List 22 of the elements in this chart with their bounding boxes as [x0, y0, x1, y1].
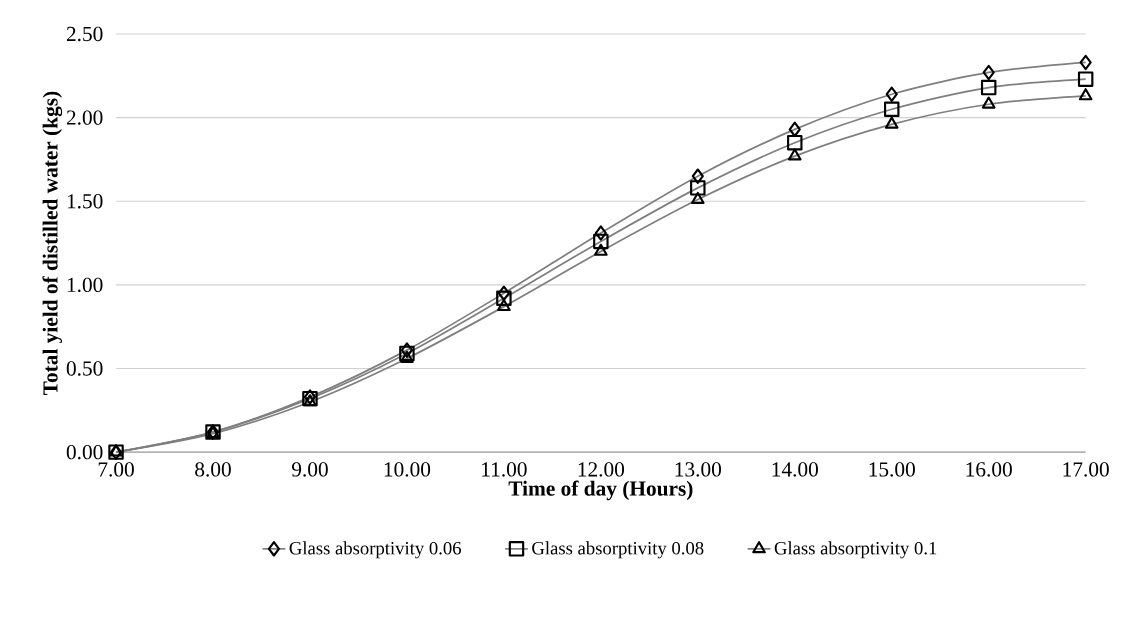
- x-tick-label: 16.00: [966, 462, 1012, 477]
- x-axis-title: Time of day (Hours): [508, 480, 693, 501]
- y-tick-label: 1.50: [67, 193, 103, 209]
- x-tick-label: 15.00: [869, 462, 915, 477]
- x-tick-label: 9.00: [291, 462, 328, 477]
- legend-label: Glass absorptivity 0.06: [289, 541, 462, 559]
- x-tick-label: 12.00: [578, 462, 625, 477]
- x-tick-label: 17.00: [1063, 462, 1109, 477]
- y-tick-label: 0.00: [66, 444, 103, 460]
- x-tick-label: 7.00: [98, 462, 134, 477]
- x-tick-label: 8.00: [195, 462, 231, 477]
- x-tick-label: 14.00: [772, 462, 818, 477]
- legend-label: Glass absorptivity 0.08: [532, 541, 704, 559]
- y-tick-label: 2.00: [66, 110, 103, 125]
- legend-label: Glass absorptivity 0.1: [774, 541, 937, 559]
- y-tick-label: 0.50: [66, 361, 103, 376]
- x-tick-label: 10.00: [384, 462, 431, 477]
- x-tick-label: 11.00: [482, 462, 527, 477]
- y-tick-label: 1.00: [67, 277, 103, 293]
- y-tick-label: 2.50: [66, 26, 103, 42]
- x-tick-label: 13.00: [675, 462, 721, 477]
- y-axis-title: Total yield of distilled water (kgs): [42, 91, 63, 395]
